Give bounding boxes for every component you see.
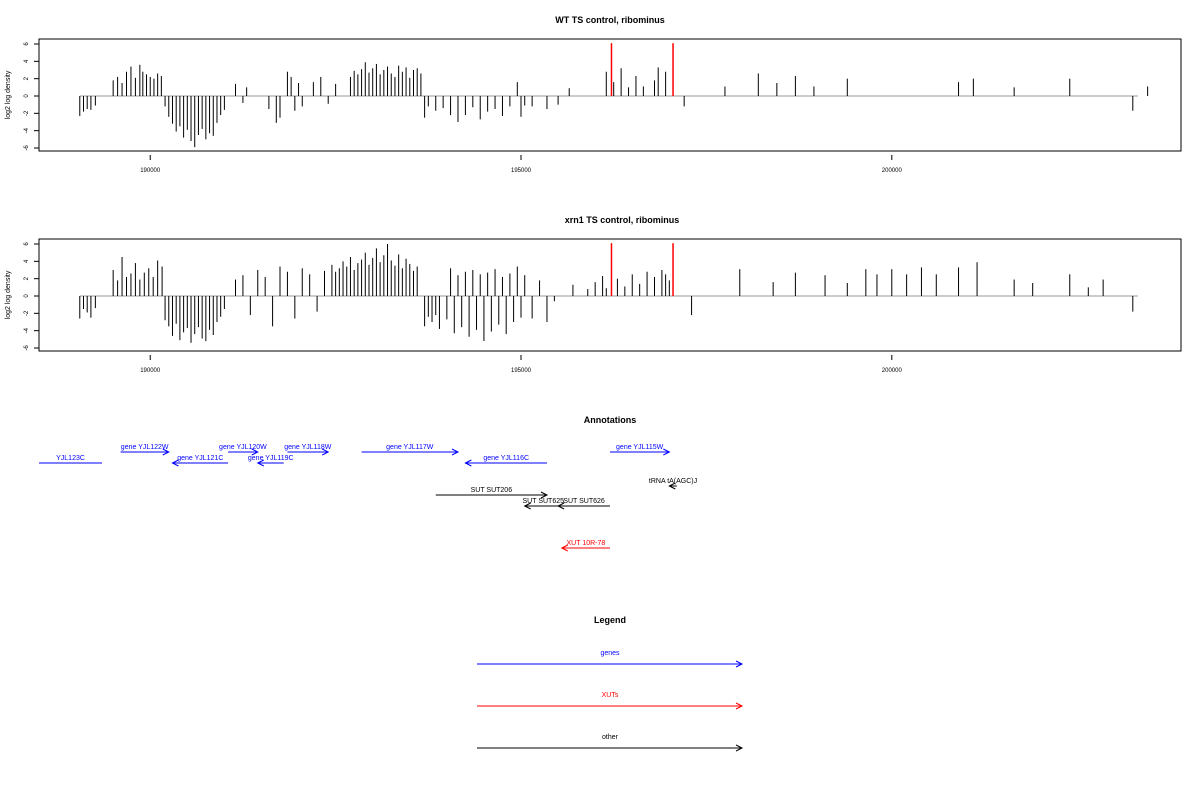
panel-xrn1: xrn1 TS control, ribominus log2 log dens… — [5, 215, 1182, 374]
feature-arrow-left — [171, 459, 179, 467]
y-tick-label: 0 — [24, 294, 30, 298]
y-tick-label: -2 — [24, 310, 30, 316]
feature-arrow-right — [451, 448, 460, 456]
panel-wt-yticks: -6 -4 -2 0 2 4 6 — [24, 42, 39, 151]
legend-title: Legend — [594, 615, 626, 625]
annotation-features: YJL123C gene YJL122W gene YJL121C gene YJL1… — [39, 444, 697, 552]
y-tick-label: -6 — [24, 345, 30, 351]
feature-label: SUT SUT626 — [563, 498, 605, 505]
feature-label: gene YJL117W — [386, 444, 434, 451]
panel-xrn1-xticks: 190000 195000 200000 — [140, 355, 902, 374]
panel-xrn1-ylabel: log2 log density — [5, 270, 12, 319]
feature-arrow-left — [556, 502, 565, 510]
feature-arrow-left — [464, 459, 472, 467]
feature-arrow-right — [540, 491, 549, 499]
feature-label: SUT SUT625 — [523, 498, 565, 505]
feature-label: gene YJL119C — [248, 455, 294, 462]
feature-arrow-right — [321, 448, 330, 456]
legend-panel: Legend genes XUTs other — [477, 615, 744, 752]
y-tick-label: -6 — [24, 145, 30, 151]
panel-wt-bars — [79, 43, 1149, 148]
feature-label: gene YJL120W — [219, 444, 267, 451]
feature-arrow-left — [523, 502, 531, 510]
legend-arrow — [735, 702, 744, 710]
panel-wt-title: WT TS control, ribominus — [555, 15, 665, 25]
panel-wt-xticks: 190000 195000 200000 — [140, 155, 902, 174]
feature-label: tRNA tA(AGC)J — [649, 478, 697, 485]
feature-arrow-left — [256, 459, 264, 467]
y-tick-label: 6 — [24, 242, 30, 246]
panel-xrn1-frame — [38, 238, 1182, 352]
feature-arrow-right — [663, 448, 671, 456]
feature-label: gene YJL122W — [121, 444, 169, 451]
y-tick-label: -4 — [24, 327, 30, 333]
legend-label: genes — [600, 650, 620, 657]
feature-label: SUT SUT206 — [471, 487, 513, 494]
legend-arrow — [735, 660, 744, 668]
legend-arrow — [735, 744, 744, 752]
feature-label: gene YJL121C — [177, 455, 223, 462]
y-tick-label: -4 — [24, 127, 30, 133]
annotations-title: Annotations — [584, 415, 637, 425]
feature-label: XUT 10R-78 — [567, 540, 606, 547]
feature-arrow-left — [560, 544, 569, 552]
x-tick-label: 190000 — [140, 168, 161, 174]
legend-label: other — [602, 734, 619, 741]
y-tick-label: 4 — [24, 59, 30, 63]
feature-arrow-right — [162, 448, 170, 456]
y-tick-label: 6 — [24, 42, 30, 46]
panel-xrn1-bars — [79, 243, 1134, 343]
feature-label: gene YJL118W — [284, 444, 332, 451]
x-tick-label: 195000 — [511, 168, 532, 174]
panel-wt-frame — [38, 38, 1182, 152]
feature-arrow-right — [251, 448, 259, 456]
panel-wt-ylabel: log2 log density — [5, 70, 12, 119]
legend-label: XUTs — [602, 692, 619, 699]
panel-wt: WT TS control, ribominus log2 log densit… — [5, 15, 1182, 174]
panel-xrn1-title: xrn1 TS control, ribominus — [565, 215, 680, 225]
feature-label: YJL123C — [56, 455, 85, 462]
feature-label: gene YJL116C — [483, 455, 529, 462]
feature-label: gene YJL115W — [616, 444, 664, 451]
y-tick-label: 2 — [24, 76, 30, 80]
x-tick-label: 195000 — [511, 368, 532, 374]
annotations-panel: Annotations YJL123C gene YJL122W gene YJL1… — [39, 415, 697, 552]
y-tick-label: 4 — [24, 259, 30, 263]
x-tick-label: 200000 — [882, 368, 903, 374]
x-tick-label: 200000 — [882, 168, 903, 174]
legend-items: genes XUTs other — [477, 650, 744, 752]
y-tick-label: -2 — [24, 110, 30, 116]
feature-arrow-left — [668, 482, 676, 490]
x-tick-label: 190000 — [140, 368, 161, 374]
y-tick-label: 0 — [24, 94, 30, 98]
panel-xrn1-yticks: -6 -4 -2 0 2 4 6 — [24, 242, 39, 351]
y-tick-label: 2 — [24, 276, 30, 280]
